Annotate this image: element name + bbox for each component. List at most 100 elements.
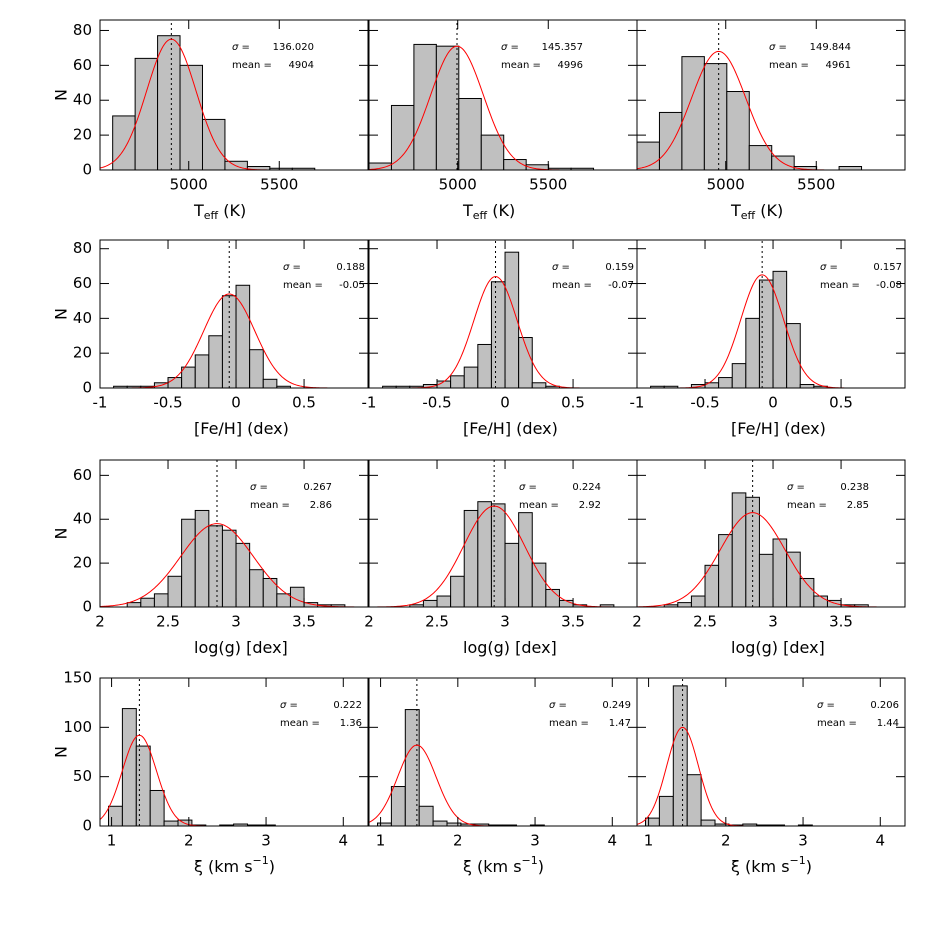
bar [167, 377, 183, 388]
bar [208, 525, 223, 607]
bar [390, 104, 415, 170]
bar [686, 774, 702, 826]
x-axis-label: Teff (K) [730, 201, 783, 223]
x-label-part: (K) [487, 201, 515, 220]
panel [369, 20, 637, 170]
bar [149, 789, 165, 826]
x-tick-label: 0.5 [561, 394, 585, 412]
x-axis-label: [Fe/H] (dex) [731, 419, 826, 438]
x-label-part: T [730, 201, 741, 220]
panel [369, 460, 637, 607]
bar [477, 343, 492, 388]
x-axis-label: log(g) [dex] [463, 638, 557, 657]
frame [636, 19, 906, 171]
panel [637, 20, 905, 170]
panel [369, 678, 637, 826]
bar [786, 323, 801, 388]
bar [690, 595, 706, 607]
x-tick-label: 3 [261, 832, 271, 850]
x-tick-label: 5500 [529, 176, 567, 194]
x-tick-label: 2.5 [425, 613, 449, 631]
sigma-name: σ = [817, 700, 835, 711]
x-tick-label: 1 [376, 832, 386, 850]
bar [672, 685, 688, 826]
x-tick-label: -0.5 [422, 394, 451, 412]
x-tick-label: 2 [632, 613, 642, 631]
frame [99, 19, 369, 171]
x-tick-label: 5500 [797, 176, 835, 194]
bar [813, 595, 828, 607]
bar [504, 542, 520, 607]
sigma-name: σ = [549, 700, 567, 711]
bar [413, 43, 437, 170]
y-tick-label: 80 [73, 21, 92, 39]
y-tick-label: 20 [73, 344, 92, 362]
y-tick-label: 80 [73, 239, 92, 257]
mean-name: mean = [280, 718, 320, 729]
x-tick-label: 3.5 [561, 613, 585, 631]
x-label-part: −1 [790, 854, 806, 867]
x-tick-label: 0.5 [292, 394, 316, 412]
mean-value: 1.44 [877, 718, 899, 729]
x-tick-label: 5000 [439, 176, 477, 194]
x-tick-label: 3.5 [829, 613, 853, 631]
bar [477, 501, 492, 607]
x-label-part: T [193, 201, 204, 220]
bar [235, 284, 251, 388]
bar [450, 375, 465, 388]
fit-curve [637, 726, 905, 826]
x-tick-label: -1 [93, 394, 108, 412]
x-tick-label: 1 [107, 832, 117, 850]
x-tick-label: 0 [231, 394, 241, 412]
y-axis-label: N [52, 746, 71, 758]
x-tick-label: 2.5 [693, 613, 717, 631]
x-tick-label: 0 [500, 394, 510, 412]
sigma-name: σ = [820, 262, 838, 273]
frame [99, 239, 369, 389]
sigma-value: 145.357 [542, 42, 583, 53]
bar [157, 35, 181, 170]
bar [677, 602, 692, 607]
fit-curve [100, 38, 368, 170]
mean-name: mean = [820, 280, 860, 291]
fit-curve [369, 45, 637, 170]
bar [838, 166, 863, 170]
bar [480, 134, 505, 170]
frame [636, 677, 906, 827]
bar [490, 503, 506, 607]
y-axis-label: N [52, 89, 71, 101]
x-label-part: eff [741, 209, 756, 222]
frame [636, 239, 906, 389]
x-axis-label: Teff (K) [462, 201, 515, 223]
x-label-part: eff [204, 209, 219, 222]
mean-name: mean = [787, 500, 827, 511]
x-tick-label: 4 [876, 832, 886, 850]
panel [637, 678, 905, 826]
bar [135, 745, 151, 826]
x-tick-label: 4 [608, 832, 618, 850]
bar [463, 366, 479, 388]
bar [731, 363, 747, 388]
x-label-part: ) [806, 857, 812, 876]
y-tick-label: 0 [82, 379, 92, 397]
y-tick-label: 0 [82, 598, 92, 616]
mean-value: 2.86 [310, 500, 332, 511]
x-tick-label: 5500 [260, 176, 298, 194]
x-tick-label: 3 [530, 832, 540, 850]
fit-curve [369, 505, 637, 607]
bar [531, 382, 547, 388]
sigma-value: 0.157 [873, 262, 902, 273]
bar [140, 597, 155, 607]
mean-value: -0.07 [608, 280, 634, 291]
bar [163, 820, 179, 826]
x-axis-label: [Fe/H] (dex) [463, 419, 558, 438]
sigma-name: σ = [280, 700, 298, 711]
bar [208, 335, 223, 388]
bar [799, 577, 815, 607]
panel [100, 20, 368, 170]
sigma-value: 0.267 [303, 482, 332, 493]
y-tick-label: 50 [73, 767, 92, 785]
fit-curve [100, 734, 368, 826]
x-tick-label: 3.5 [292, 613, 316, 631]
x-label-part: log(g) [dex] [194, 638, 288, 657]
